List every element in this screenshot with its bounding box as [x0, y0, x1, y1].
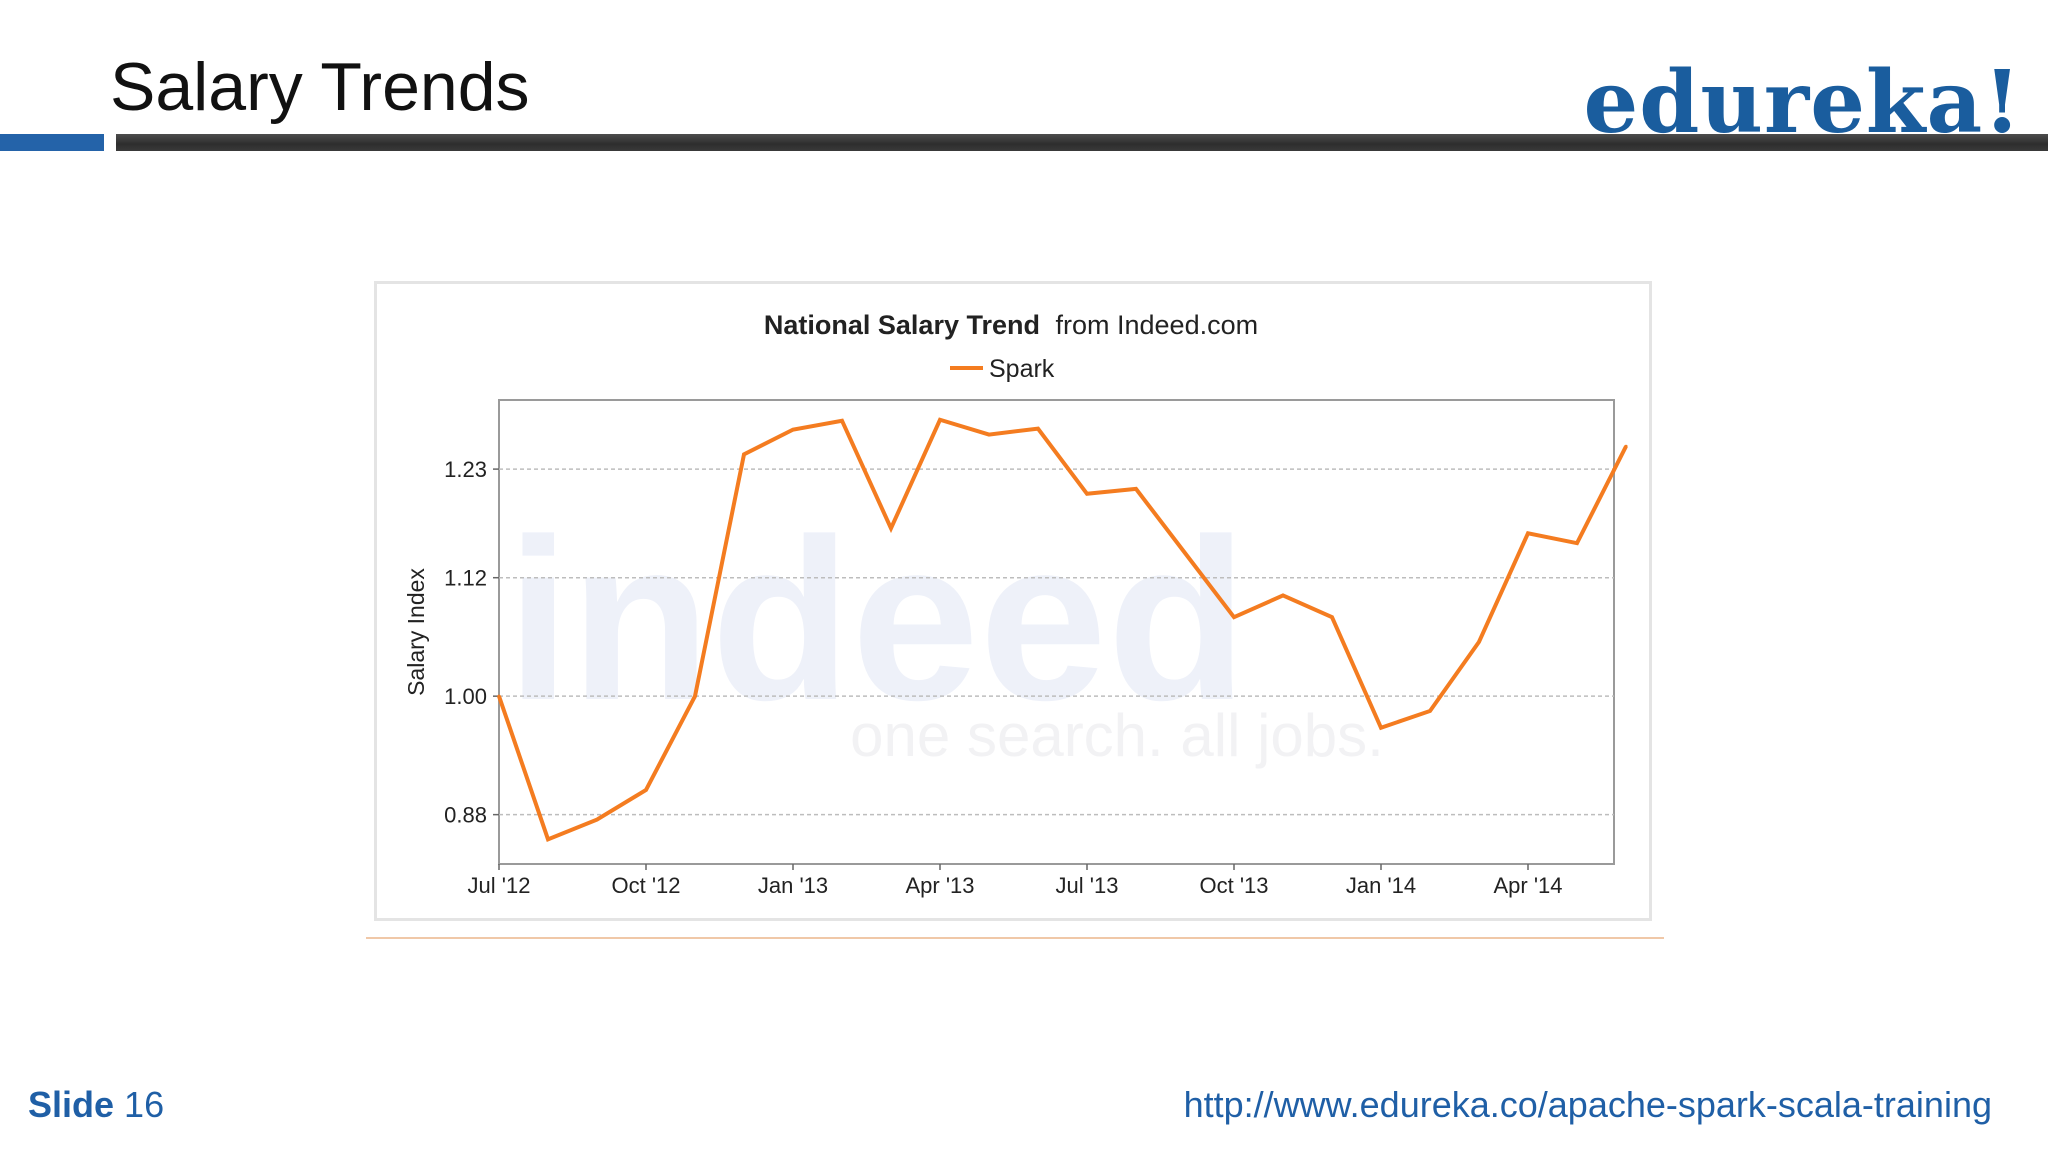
slide-number-value: 16 — [124, 1084, 165, 1125]
x-tick-label: Apr '13 — [905, 873, 974, 898]
data-point — [1183, 551, 1187, 555]
salary-trend-chart: indeed one search. all jobs. National Sa… — [403, 310, 1628, 898]
slide-number: Slide 16 — [28, 1084, 164, 1126]
data-point — [987, 432, 991, 437]
data-point — [1085, 492, 1089, 496]
chart-title-bold: National Salary Trend — [764, 310, 1040, 340]
course-url-link[interactable]: http://www.edureka.co/apache-spark-scala… — [1183, 1084, 1992, 1125]
data-point — [546, 837, 550, 841]
data-point — [693, 694, 697, 698]
watermark-logo-text: indeed — [506, 491, 1247, 748]
data-point — [889, 526, 893, 530]
data-point — [595, 817, 599, 822]
header-accent-bar — [0, 134, 104, 151]
x-tick-label: Jan '13 — [758, 873, 828, 898]
data-point — [840, 419, 844, 423]
chart-title: National Salary Trend from Indeed.com — [764, 310, 1258, 340]
y-tick-label: 1.00 — [444, 684, 487, 709]
data-point — [742, 452, 746, 456]
x-tick-label: Apr '14 — [1493, 873, 1562, 898]
slide-title: Salary Trends — [110, 49, 530, 125]
slide-label: Slide — [28, 1084, 115, 1125]
chart-legend: Spark — [950, 355, 1055, 383]
data-point — [791, 428, 795, 432]
data-point — [1379, 726, 1383, 730]
chart-separator-line — [366, 937, 1664, 939]
y-tick-label: 0.88 — [444, 803, 487, 828]
data-point — [1624, 444, 1628, 448]
x-tick-label: Jan '14 — [1346, 873, 1416, 898]
data-point — [1330, 615, 1334, 619]
data-point — [1428, 709, 1432, 713]
plot-area — [498, 399, 1615, 865]
data-point — [1477, 640, 1481, 644]
data-point — [1575, 541, 1579, 545]
x-tick-label: Jul '13 — [1056, 873, 1119, 898]
data-point — [1281, 593, 1285, 598]
x-tick-label: Oct '12 — [611, 873, 680, 898]
chart-title-rest: from Indeed.com — [1056, 310, 1259, 340]
data-point — [644, 788, 648, 792]
legend-label-spark: Spark — [989, 355, 1055, 383]
header-divider-bar — [116, 134, 2048, 151]
watermark-slogan-text: one search. all jobs. — [850, 702, 1384, 769]
y-axis-label: Salary Index — [403, 568, 429, 696]
data-point — [938, 418, 942, 422]
y-tick-label: 1.12 — [444, 566, 487, 591]
data-point — [497, 694, 501, 698]
data-point — [1232, 615, 1236, 619]
chart-frame: indeed one search. all jobs. National Sa… — [374, 281, 1652, 921]
data-point — [1526, 531, 1530, 535]
indeed-watermark: indeed one search. all jobs. — [506, 491, 1383, 769]
data-point — [1134, 487, 1138, 491]
y-tick-label: 1.23 — [444, 457, 487, 482]
series-line-spark — [497, 417, 1628, 842]
data-point — [1036, 427, 1040, 431]
x-tick-label: Jul '12 — [468, 873, 531, 898]
x-tick-label: Oct '13 — [1199, 873, 1268, 898]
